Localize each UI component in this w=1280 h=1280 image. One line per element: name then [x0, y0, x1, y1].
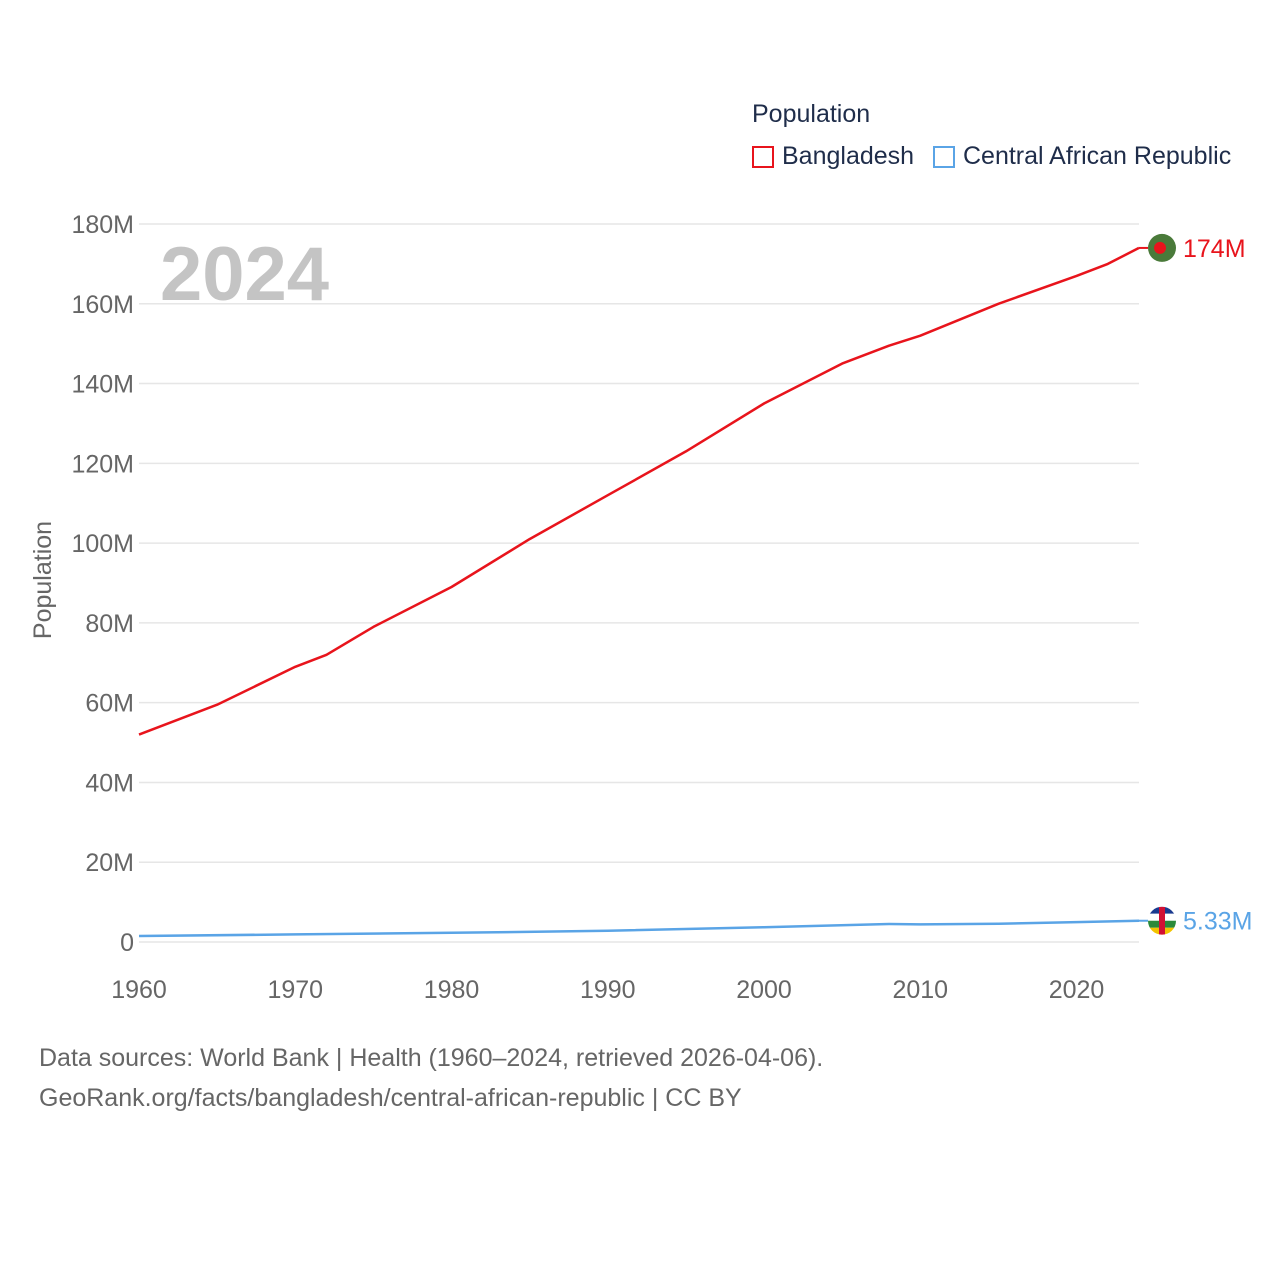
x-tick-label: 2020: [1049, 976, 1105, 1004]
y-tick-label: 0: [120, 929, 134, 957]
series-end-markers: 174M 5.33M: [1139, 233, 1252, 936]
y-tick-label: 20M: [85, 849, 134, 877]
source-link[interactable]: GeoRank.org/facts/bangladesh/central-afr…: [39, 1084, 742, 1112]
grid-lines: [139, 223, 1139, 943]
legend-title: Population: [752, 100, 871, 128]
x-tick-label: 1960: [111, 976, 167, 1004]
series-lines: [138, 246, 1140, 938]
y-axis-tick-labels: 0 20M 40M 60M 80M 100M 120M 140M 160M 180M: [71, 211, 134, 957]
y-axis-label: Population: [29, 521, 57, 639]
series-line-central-african-republic: [138, 919, 1140, 938]
x-axis-tick-labels: 1960 1970 1980 1990 2000 2010 2020: [111, 976, 1104, 1004]
y-tick-label: 100M: [71, 530, 134, 558]
legend-item-bangladesh[interactable]: Bangladesh: [752, 142, 914, 171]
x-tick-label: 2010: [892, 976, 948, 1004]
bangladesh-flag-icon: [1148, 233, 1176, 262]
y-tick-label: 140M: [71, 371, 134, 399]
end-label-bangladesh: 174M: [1183, 235, 1246, 263]
legend-label-central-african-republic: Central African Republic: [963, 142, 1232, 170]
series-line-bangladesh: [138, 246, 1140, 736]
y-tick-label: 40M: [85, 769, 134, 797]
x-tick-label: 1990: [580, 976, 636, 1004]
end-label-central-african-republic: 5.33M: [1183, 908, 1252, 936]
central-african-republic-flag-icon: [1148, 906, 1176, 935]
x-tick-label: 1980: [424, 976, 480, 1004]
legend-item-central-african-republic[interactable]: Central African Republic: [933, 142, 1231, 171]
data-source-text: Data sources: World Bank | Health (1960–…: [39, 1044, 824, 1072]
y-tick-label: 160M: [71, 291, 134, 319]
y-tick-label: 60M: [85, 690, 134, 718]
year-watermark: 2024: [160, 232, 329, 317]
y-tick-label: 80M: [85, 610, 134, 638]
legend-label-bangladesh: Bangladesh: [782, 142, 915, 170]
legend-swatch-bangladesh: [752, 145, 774, 168]
y-tick-label: 120M: [71, 450, 134, 478]
x-tick-label: 2000: [736, 976, 792, 1004]
y-tick-label: 180M: [71, 211, 134, 239]
x-tick-label: 1970: [267, 976, 323, 1004]
legend-swatch-central-african-republic: [933, 145, 955, 168]
